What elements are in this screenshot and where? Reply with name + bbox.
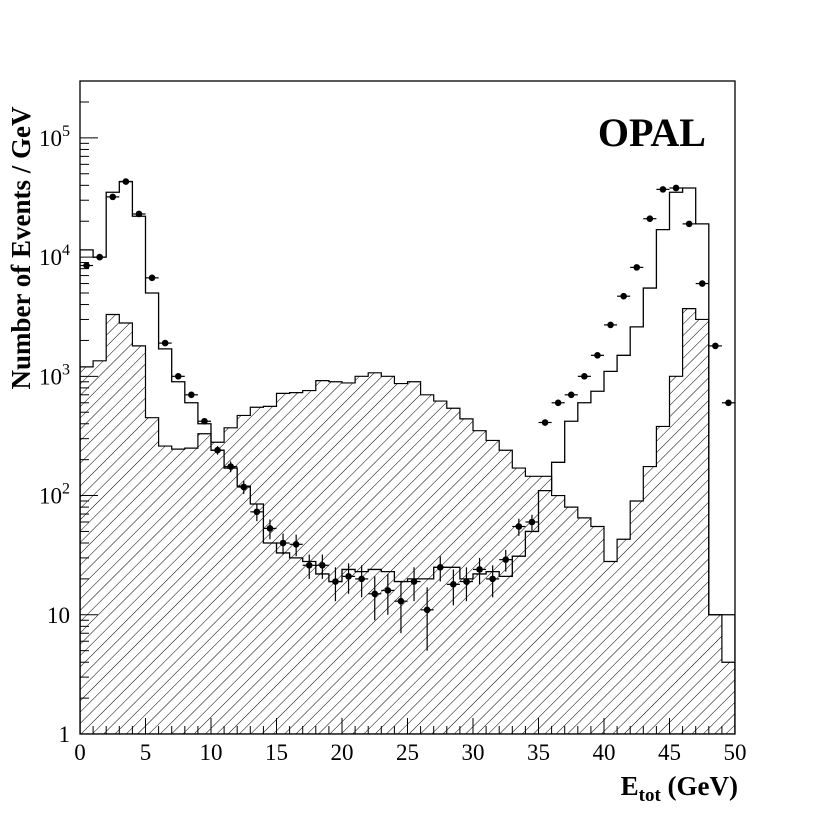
y-axis-title: Number of Events / GeV [6,106,36,389]
data-point [201,417,208,425]
data-point [659,186,667,193]
data-point [279,539,287,547]
y-tick-base: 10 [39,245,62,270]
background-histogram [80,307,735,734]
data-point [502,556,510,563]
opal-annotation: OPAL [598,110,706,155]
data-point [135,210,143,218]
y-tick-label: 10 [47,603,70,628]
x-tick-label: 35 [527,740,550,765]
y-tick-exponent: 5 [62,123,70,140]
data-point [541,419,549,426]
data-point [410,578,418,585]
y-tick-base: 10 [39,126,62,151]
y-tick-base: 10 [39,364,62,389]
x-tick-label: 20 [331,740,354,765]
data-point [620,292,627,300]
data-point [240,483,248,491]
data-point [214,446,221,454]
x-tick-label: 15 [265,740,288,765]
data-point [581,373,588,380]
plot-frame [79,80,736,735]
data-point [319,562,326,569]
data-point [594,352,601,359]
data-point [436,564,444,571]
data-point [266,525,274,532]
y-tick-label: 1 [59,722,71,747]
data-point [305,562,313,569]
data-point [358,575,365,583]
y-tick-exponent: 3 [62,361,70,378]
data-point [332,578,339,585]
data-point [371,590,379,598]
data-point [646,215,654,222]
y-tick-exponent: 2 [62,481,70,498]
x-tick-label: 40 [593,740,616,765]
data-point [384,587,392,594]
data-point [345,573,352,580]
data-point [109,193,117,201]
data-point [672,184,680,192]
data-point [423,606,431,614]
data-point [515,523,523,530]
data-point [253,508,261,516]
x-axis-title: Etot (GeV) [621,771,738,806]
y-tick-label: 105 [39,123,70,151]
y-tick-label: 104 [39,242,70,270]
data-point [554,399,562,407]
data-point [148,274,156,282]
data-point [698,280,706,287]
x-tick-label: 50 [724,740,747,765]
data-point [567,391,575,399]
x-tick-label: 5 [140,740,152,765]
data-point [607,321,614,329]
y-tick-base: 10 [39,484,62,509]
data-point [174,373,182,380]
x-tick-label: 30 [462,740,485,765]
x-tick-label: 45 [658,740,681,765]
data-point [685,220,693,228]
plot-area [80,178,735,734]
y-tick-label: 103 [39,361,70,389]
data-point [489,575,496,583]
data-point [161,339,169,347]
data-point [83,262,90,269]
x-tick-label: 0 [74,740,86,765]
data-point [450,581,457,588]
data-point [528,518,536,526]
data-point [96,253,103,261]
x-axis-title-main: E [621,771,639,801]
x-axis-title-sub: tot [639,785,662,806]
data-point [712,342,719,350]
data-point [463,578,470,585]
x-tick-label: 10 [200,740,223,765]
mc-total-histogram [80,180,735,734]
y-tick-exponent: 4 [62,242,70,259]
y-tick-label: 102 [39,481,70,509]
data-point [188,391,195,399]
data-point [227,463,234,470]
x-tick-label: 25 [396,740,419,765]
data-point [725,399,732,407]
data-point [292,541,300,548]
data-point [122,178,130,185]
x-axis-title-unit: (GeV) [661,771,738,801]
data-point [476,566,483,573]
data-point [633,264,641,271]
data-point [397,597,405,605]
